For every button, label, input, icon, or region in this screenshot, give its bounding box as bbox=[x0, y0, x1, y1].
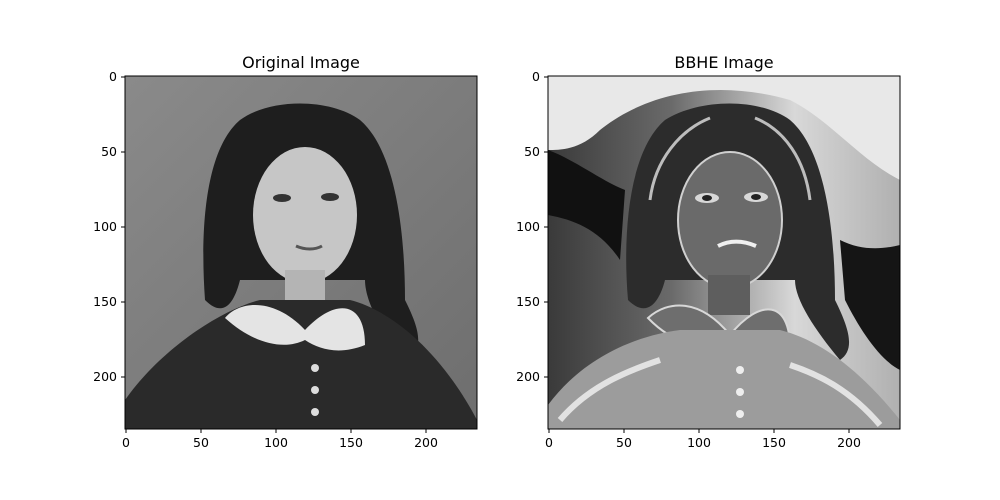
x-tick-label: 100 bbox=[687, 435, 711, 450]
x-tick-label: 100 bbox=[264, 435, 288, 450]
y-tick-label: 50 bbox=[524, 144, 540, 159]
x-tick-label: 200 bbox=[414, 435, 438, 450]
y-axis: 0 50 100 150 200 bbox=[93, 69, 125, 384]
panel-original: Original Image bbox=[93, 53, 478, 450]
y-tick-label: 50 bbox=[101, 144, 117, 159]
panel-title: BBHE Image bbox=[674, 53, 773, 72]
y-tick-label: 100 bbox=[516, 219, 540, 234]
x-axis: 0 50 100 150 200 bbox=[122, 429, 438, 450]
x-tick-label: 0 bbox=[122, 435, 130, 450]
panel-title: Original Image bbox=[242, 53, 360, 72]
bbhe-image bbox=[548, 76, 900, 429]
y-tick-label: 150 bbox=[516, 294, 540, 309]
x-tick-label: 50 bbox=[193, 435, 209, 450]
x-tick-label: 0 bbox=[545, 435, 553, 450]
y-tick-label: 200 bbox=[516, 369, 540, 384]
x-tick-label: 200 bbox=[837, 435, 861, 450]
panel-bbhe: BBHE Image bbox=[516, 53, 901, 450]
x-tick-label: 50 bbox=[616, 435, 632, 450]
y-tick-label: 200 bbox=[93, 369, 117, 384]
original-image bbox=[125, 76, 477, 429]
x-axis: 0 50 100 150 200 bbox=[545, 429, 861, 450]
y-tick-label: 150 bbox=[93, 294, 117, 309]
y-tick-label: 0 bbox=[109, 69, 117, 84]
y-axis: 0 50 100 150 200 bbox=[516, 69, 548, 384]
y-tick-label: 0 bbox=[532, 69, 540, 84]
x-tick-label: 150 bbox=[339, 435, 363, 450]
y-tick-label: 100 bbox=[93, 219, 117, 234]
x-tick-label: 150 bbox=[762, 435, 786, 450]
